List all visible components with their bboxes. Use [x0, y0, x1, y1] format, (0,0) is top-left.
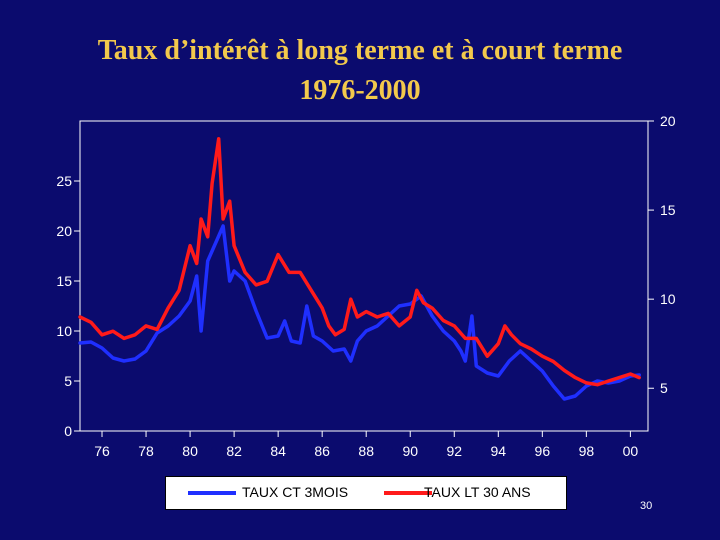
legend-label-long-rate: TAUX LT 30 ANS: [424, 484, 531, 500]
legend: TAUX CT 3MOIS TAUX LT 30 ANS: [165, 476, 567, 510]
left-axis-tick-label: 15: [56, 273, 72, 289]
plot-frame: [79, 120, 649, 432]
x-axis-tick-label: 82: [226, 443, 242, 459]
legend-label-short-rate: TAUX CT 3MOIS: [242, 484, 349, 500]
right-axis-tick-label: 20: [660, 113, 676, 129]
page-number: 30: [640, 500, 653, 512]
x-axis-tick-label: 00: [623, 443, 639, 459]
x-axis-tick-label: 92: [446, 443, 462, 459]
x-axis-tick-label: 86: [314, 443, 330, 459]
series-line-long-rate: [78, 137, 641, 387]
chart-title: Taux d’intérêt à long terme et à court t…: [97, 35, 623, 66]
right-axis-tick-label: 10: [660, 291, 676, 307]
left-axis-tick-label: 0: [64, 423, 72, 439]
right-axis-tick-label: 15: [660, 202, 676, 218]
x-axis-tick-label: 84: [270, 443, 286, 459]
left-axis-tick-label: 10: [56, 323, 72, 339]
x-axis-tick-label: 96: [535, 443, 551, 459]
left-axis-tick-label: 20: [56, 223, 72, 239]
legend-swatch-short-rate: [188, 491, 236, 495]
x-axis-tick-label: 78: [138, 443, 154, 459]
chart-subtitle-years: 1976-2000: [299, 75, 421, 106]
x-axis-tick-label: 98: [579, 443, 595, 459]
x-axis-tick-label: 88: [358, 443, 374, 459]
series-line-short-rate: [78, 224, 641, 401]
legend-swatch-long-rate: [384, 491, 432, 495]
x-axis-tick-label: 94: [491, 443, 507, 459]
x-axis-tick-label: 80: [182, 443, 198, 459]
left-axis-tick-label: 25: [56, 173, 72, 189]
x-axis-tick-label: 76: [94, 443, 110, 459]
right-axis-tick-label: 5: [660, 380, 668, 396]
left-axis-tick-label: 5: [64, 373, 72, 389]
x-axis-tick-label: 90: [402, 443, 418, 459]
